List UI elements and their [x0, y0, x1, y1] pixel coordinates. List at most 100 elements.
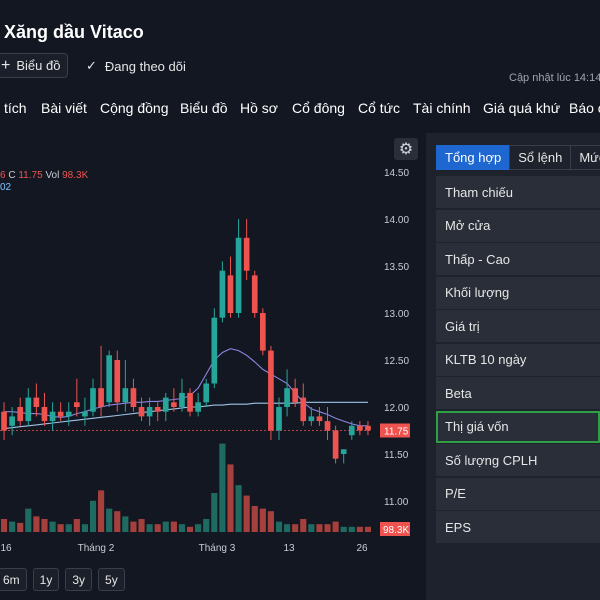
volume-bar: [332, 521, 339, 532]
candle-body: [162, 397, 169, 412]
chart-button-label: Biểu đồ: [16, 58, 61, 73]
candle-body: [203, 383, 210, 403]
volume-bar: [49, 521, 56, 532]
volume-bar: [219, 443, 226, 532]
tab-summary[interactable]: Tổng hợp: [436, 145, 511, 170]
nav-item-chart[interactable]: Biểu đồ: [180, 100, 228, 116]
range-selector: 6m 1y 3y 5y: [0, 568, 125, 591]
price-tick-label: 11.00: [384, 497, 409, 508]
row-open: Mở cửa: [436, 209, 600, 242]
chart-button[interactable]: + Biểu đồ: [0, 53, 68, 78]
volume-bar: [324, 524, 331, 532]
volume-bar: [122, 516, 129, 532]
candle-body: [292, 388, 299, 403]
candle-body: [276, 407, 282, 431]
nav-item-dividends[interactable]: Cổ tức: [358, 100, 401, 116]
range-1y-button[interactable]: 1y: [32, 568, 60, 591]
candle-body: [98, 388, 104, 407]
time-tick-label: 13: [283, 543, 295, 554]
row-low-high: Thấp - Cao: [436, 243, 600, 275]
candle-body: [82, 411, 88, 417]
stock-title: i Xăng dầu Vitaco: [0, 22, 144, 42]
candle-body: [332, 430, 339, 459]
volume-bar: [178, 524, 186, 532]
volume-bar: [41, 519, 48, 532]
candle-body: [259, 313, 266, 351]
candle-body: [187, 392, 193, 412]
candle-body: [33, 397, 40, 407]
candle-body: [171, 402, 177, 407]
row-reference: Tham chiếu: [436, 176, 600, 208]
volume-bar: [114, 511, 121, 532]
candle-body: [130, 388, 137, 407]
volume-bar: [33, 516, 40, 532]
candle-body: [41, 407, 48, 422]
ma-short-line: [4, 348, 368, 427]
tab-levels[interactable]: Mức: [570, 145, 600, 170]
nav-item-reports[interactable]: Báo c: [569, 100, 600, 116]
candle-body: [308, 416, 315, 422]
volume-bar: [154, 524, 161, 532]
nav-item-articles[interactable]: Bài viết: [41, 100, 87, 116]
nav-item-price-history[interactable]: Giá quá khứ: [483, 100, 561, 116]
last-volume-badge: [380, 522, 410, 536]
volume-bar: [316, 524, 323, 532]
candle-body: [9, 416, 15, 426]
candle-body: [122, 388, 129, 403]
volume-bar: [300, 519, 307, 532]
volume-bar: [284, 524, 291, 532]
legend-close-value: 11.75: [18, 170, 43, 181]
volume-bar: [292, 524, 299, 532]
volume-bar: [17, 522, 24, 532]
volume-bar: [106, 508, 113, 532]
price-chart[interactable]: 14.50 14.00 13.50 13.00 12.50 12.00 11.50 11.00…: [0, 160, 418, 560]
volume-bar: [267, 511, 274, 532]
time-tick-label: 26: [356, 543, 368, 554]
candle-body: [57, 411, 64, 417]
plus-icon: +: [1, 56, 11, 74]
tab-orderbook[interactable]: Sổ lệnh: [509, 145, 572, 170]
volume-bar: [211, 493, 218, 532]
candle-body: [90, 388, 96, 412]
candle-body: [146, 407, 153, 417]
row-pe: P/E: [436, 477, 600, 510]
nav-item-finance[interactable]: Tài chính: [413, 100, 471, 116]
candle-body: [138, 407, 145, 417]
nav-item-analysis[interactable]: tích: [4, 100, 27, 116]
volume-bar: [81, 524, 88, 532]
range-5y-button[interactable]: 5y: [98, 568, 125, 591]
candle-body: [348, 425, 355, 436]
time-tick-label: Tháng 3: [199, 543, 236, 554]
volume-bar: [57, 524, 64, 532]
row-value: Giá trị: [436, 310, 600, 342]
volume-bar: [0, 519, 8, 532]
nav-item-shareholders[interactable]: Cổ đông: [292, 100, 345, 116]
volume-bar: [195, 524, 202, 532]
volume-bar: [162, 521, 169, 532]
last-price-label: 11.75: [384, 427, 409, 438]
candle-body: [365, 425, 371, 431]
row-eps: EPS: [436, 511, 600, 543]
check-icon: ✓: [86, 58, 97, 73]
nav-item-profile[interactable]: Hồ sơ: [240, 100, 278, 116]
price-tick-label: 12.00: [384, 403, 409, 414]
volume-bar: [364, 526, 372, 532]
candle-body: [219, 270, 226, 318]
volume-bar: [170, 521, 177, 532]
range-6m-button[interactable]: 6m: [0, 568, 27, 591]
volume-bar: [235, 485, 242, 532]
follow-toggle[interactable]: ✓ Đang theo dõi: [86, 58, 186, 74]
candle-body: [114, 360, 121, 403]
volume-bar: [348, 526, 355, 532]
range-3y-button[interactable]: 3y: [65, 568, 93, 591]
candle-body: [49, 411, 56, 422]
volume-bar: [138, 519, 145, 532]
gear-icon[interactable]: ⚙: [394, 138, 418, 160]
nav-item-community[interactable]: Cộng đồng: [100, 100, 169, 116]
row-market-cap[interactable]: Thị giá vốn: [436, 410, 600, 443]
volume-bar: [308, 524, 315, 532]
price-tick-label: 14.50: [384, 168, 409, 179]
volume-bar: [73, 519, 80, 532]
row-shares-outstanding: Số lượng CPLH: [436, 444, 600, 476]
time-tick-label: Tháng 2: [78, 543, 115, 554]
